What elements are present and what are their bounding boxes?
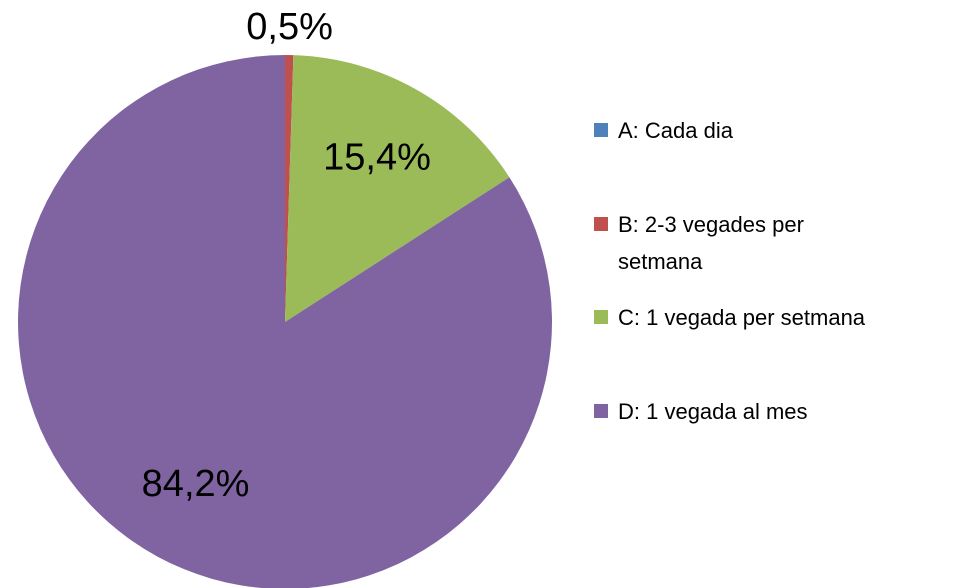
legend-swatch (594, 310, 608, 324)
legend-label: C: 1 vegada per setmana (618, 305, 866, 330)
legend-item: A: Cada dia (594, 112, 948, 149)
data-label: 84,2% (142, 463, 250, 505)
data-label: 15,4% (323, 136, 431, 178)
legend-label: D: 1 vegada al mes (618, 399, 808, 424)
legend-item: B: 2-3 vegades per setmana (594, 206, 858, 280)
legend-item: D: 1 vegada al mes (594, 393, 948, 430)
legend-label: A: Cada dia (618, 118, 733, 143)
legend-swatch (594, 217, 608, 231)
chart: 0,5% 15,4% 84,2% (18, 6, 552, 588)
pie-slice (18, 55, 552, 588)
legend: A: Cada dia B: 2-3 vegades per setmana C: … (594, 0, 955, 588)
pie-slice (285, 55, 510, 323)
pie-slice (285, 55, 294, 322)
data-label: 0,5% (246, 6, 333, 48)
legend-swatch (594, 123, 608, 137)
legend-swatch (594, 404, 608, 418)
legend-label: B: 2-3 vegades per setmana (618, 212, 804, 274)
legend-item: C: 1 vegada per setmana (594, 299, 948, 336)
